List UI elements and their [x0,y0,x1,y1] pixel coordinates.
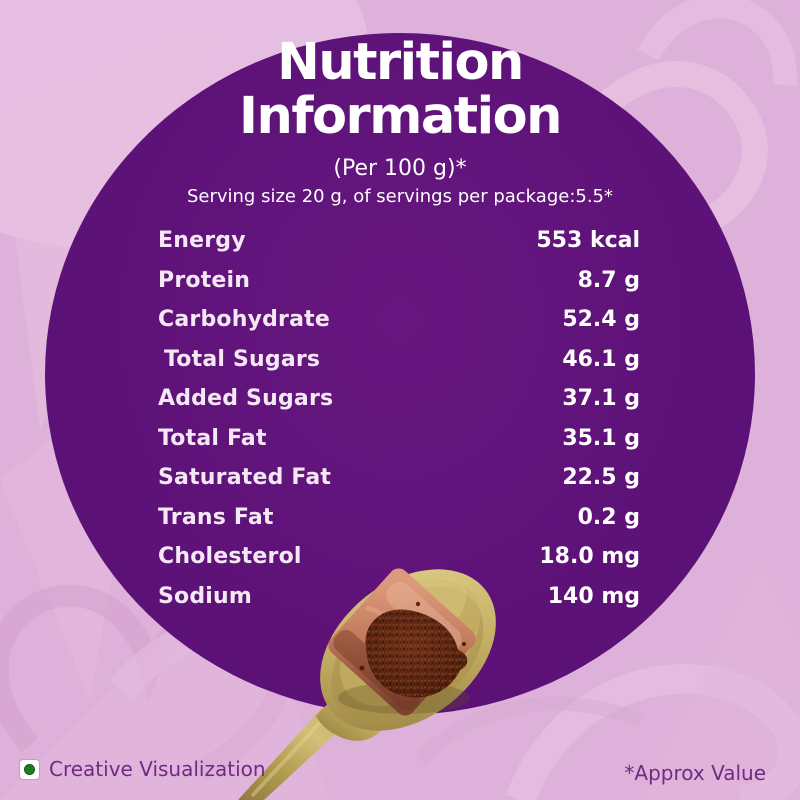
nutrition-table: Energy 553 kcal Protein 8.7 g Carbohydra… [158,221,640,616]
creative-visualization-note: Creative Visualization [49,757,266,781]
nutrient-label: Sodium [158,583,253,609]
table-row-saturated-fat: Saturated Fat 22.5 g [158,458,640,498]
nutrient-label: Trans Fat [158,504,274,530]
table-row-protein: Protein 8.7 g [158,261,640,301]
nutrient-value: 46.1 g [562,346,640,372]
vegetarian-dot-icon [24,763,35,775]
table-row-carbohydrate: Carbohydrate 52.4 g [158,300,640,340]
nutrient-label: Added Sugars [158,386,334,412]
nutrient-label: Saturated Fat [158,465,332,491]
nutrient-value: 140 mg [547,583,640,609]
nutrient-value: 8.7 g [577,267,640,293]
nutrient-label: Carbohydrate [158,307,330,333]
table-row-total-fat: Total Fat 35.1 g [158,419,640,459]
nutrient-value: 0.2 g [577,504,640,530]
header: Nutrition Information (Per 100 g)* Servi… [0,33,800,208]
table-row-cholesterol: Cholesterol 18.0 mg [158,537,640,577]
nutrient-label: Energy [158,228,246,254]
nutrient-value: 35.1 g [562,425,640,451]
table-row-trans-fat: Trans Fat 0.2 g [158,498,640,538]
table-row-energy: Energy 553 kcal [158,221,640,261]
nutrient-value: 553 kcal [536,228,640,254]
page-title-line2: Information [239,87,562,147]
nutrient-label: Total Fat [158,425,267,451]
nutrient-value: 18.0 mg [539,544,640,570]
nutrient-label: Protein [158,267,251,293]
vegetarian-mark-icon [20,759,39,779]
table-row-total-sugars: Total Sugars 46.1 g [158,340,640,380]
nutrient-value: 22.5 g [562,465,640,491]
nutrient-value: 52.4 g [562,307,640,333]
footer-left: Creative Visualization [20,757,266,781]
nutrient-value: 37.1 g [562,386,640,412]
page-title-line1: Nutrition [277,33,524,92]
per-basis-note: (Per 100 g)* [333,156,467,182]
serving-size-note: Serving size 20 g, of servings per packa… [186,186,614,208]
table-row-sodium: Sodium 140 mg [158,577,640,617]
nutrient-label: Cholesterol [158,544,302,570]
table-row-added-sugars: Added Sugars 37.1 g [158,379,640,419]
nutrient-label: Total Sugars [164,346,321,372]
approx-value-note: *Approx Value [624,761,766,785]
